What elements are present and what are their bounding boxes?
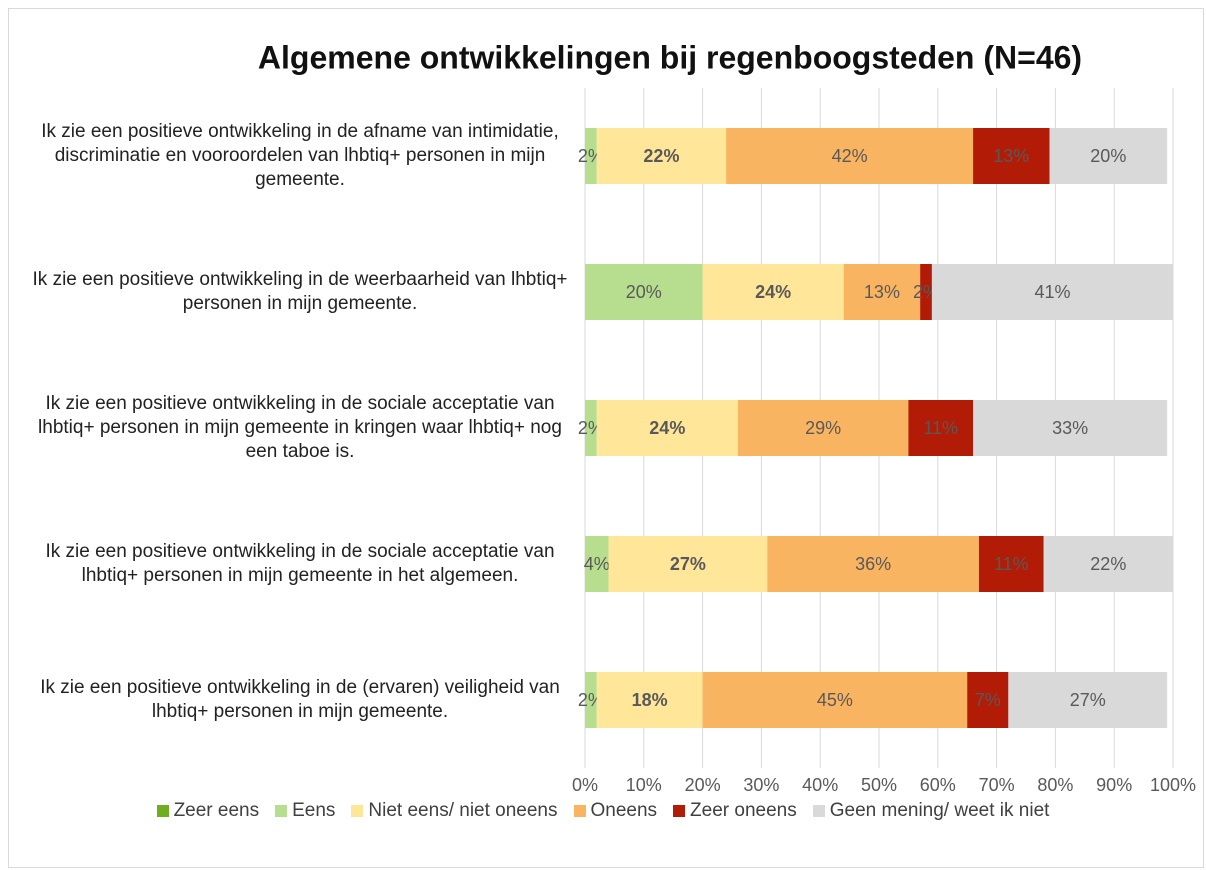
legend: Zeer eens Eens Niet eens/ niet oneens Oneen…	[0, 800, 1206, 822]
legend-swatch	[812, 805, 825, 817]
bar-segment	[978, 536, 1044, 592]
bar-segment	[585, 672, 597, 728]
data-label: 45%	[817, 690, 853, 710]
data-label: 4%	[584, 554, 610, 574]
data-label: 22%	[643, 146, 679, 166]
data-label: 42%	[832, 146, 868, 166]
legend-swatch	[351, 805, 364, 817]
x-tick-label: 60%	[920, 775, 956, 795]
legend-swatch	[673, 805, 686, 817]
bar-segment	[1049, 128, 1168, 184]
bar-segment	[1008, 672, 1168, 728]
legend-label: Zeer eens	[173, 800, 260, 821]
bar-segment	[585, 536, 609, 592]
legend-item: Oneens	[573, 800, 658, 822]
legend-item: Niet eens/ niet oneens	[351, 800, 558, 822]
chart-title: Algemene ontwikkelingen bij regenboogste…	[258, 39, 1082, 75]
x-tick-label: 90%	[1096, 775, 1132, 795]
data-label: 24%	[649, 418, 685, 438]
legend-swatch	[573, 805, 586, 817]
bar-segment	[973, 128, 1050, 184]
legend-item: Geen mening/ weet ik niet	[812, 800, 1050, 822]
legend-label: Niet eens/ niet oneens	[368, 800, 558, 821]
category-label: Ik zie een positieve ontwikkeling in de …	[38, 393, 562, 462]
bar-segment	[908, 400, 974, 456]
legend-item: Zeer oneens	[673, 800, 797, 822]
bar-segment	[1043, 536, 1173, 592]
data-label: 11%	[923, 418, 958, 438]
legend-swatch	[156, 805, 169, 817]
data-label: 22%	[1090, 554, 1126, 574]
bar-segment	[596, 672, 703, 728]
data-label: 13%	[864, 282, 900, 302]
legend-label: Geen mening/ weet ik niet	[829, 800, 1050, 821]
bar-segment	[843, 264, 921, 320]
bar-segment	[967, 672, 1009, 728]
bar-segment	[931, 264, 1173, 320]
bar-segment	[702, 264, 844, 320]
data-label: 11%	[994, 554, 1029, 574]
bar-segment	[596, 128, 727, 184]
data-label: 24%	[755, 282, 791, 302]
x-tick-label: 0%	[572, 775, 598, 795]
data-label: 29%	[805, 418, 841, 438]
bar-segment	[737, 400, 909, 456]
x-tick-label: 30%	[743, 775, 779, 795]
category-label: Ik zie een positieve ontwikkeling in de …	[45, 541, 555, 586]
data-label: 33%	[1052, 418, 1088, 438]
bar-segment	[702, 672, 968, 728]
data-label: 27%	[670, 554, 706, 574]
category-label: Ik zie een positieve ontwikkeling in de …	[40, 677, 560, 722]
bar-segment	[585, 400, 597, 456]
x-tick-label: 20%	[685, 775, 721, 795]
legend-item: Eens	[275, 800, 335, 822]
category-label: Ik zie een positieve ontwikkeling in de …	[41, 121, 559, 190]
legend-swatch	[275, 805, 288, 817]
bar-segment	[767, 536, 979, 592]
data-label: 13%	[993, 146, 1029, 166]
category-label: Ik zie een positieve ontwikkeling in de …	[32, 269, 568, 314]
x-tick-label: 50%	[861, 775, 897, 795]
data-label: 41%	[1034, 282, 1070, 302]
legend-label: Eens	[292, 800, 336, 821]
bar-segment	[608, 536, 768, 592]
legend-label: Zeer oneens	[690, 800, 797, 821]
data-label: 36%	[855, 554, 891, 574]
bar-segment	[973, 400, 1168, 456]
x-tick-label: 10%	[626, 775, 662, 795]
data-label: 18%	[632, 690, 668, 710]
bar-segment	[585, 128, 597, 184]
data-label: 20%	[1090, 146, 1126, 166]
bar-segment	[726, 128, 974, 184]
chart-frame	[8, 8, 1204, 868]
data-label: 7%	[975, 690, 1001, 710]
x-tick-label: 40%	[802, 775, 838, 795]
x-tick-label: 70%	[979, 775, 1015, 795]
bar-segment	[596, 400, 738, 456]
bar-segment	[920, 264, 932, 320]
x-tick-label: 80%	[1037, 775, 1073, 795]
legend-label: Oneens	[590, 800, 658, 821]
data-label: 27%	[1070, 690, 1106, 710]
legend-item: Zeer eens	[156, 800, 260, 822]
bar-segment	[585, 264, 703, 320]
x-tick-label: 100%	[1150, 775, 1196, 795]
data-label: 20%	[626, 282, 662, 302]
